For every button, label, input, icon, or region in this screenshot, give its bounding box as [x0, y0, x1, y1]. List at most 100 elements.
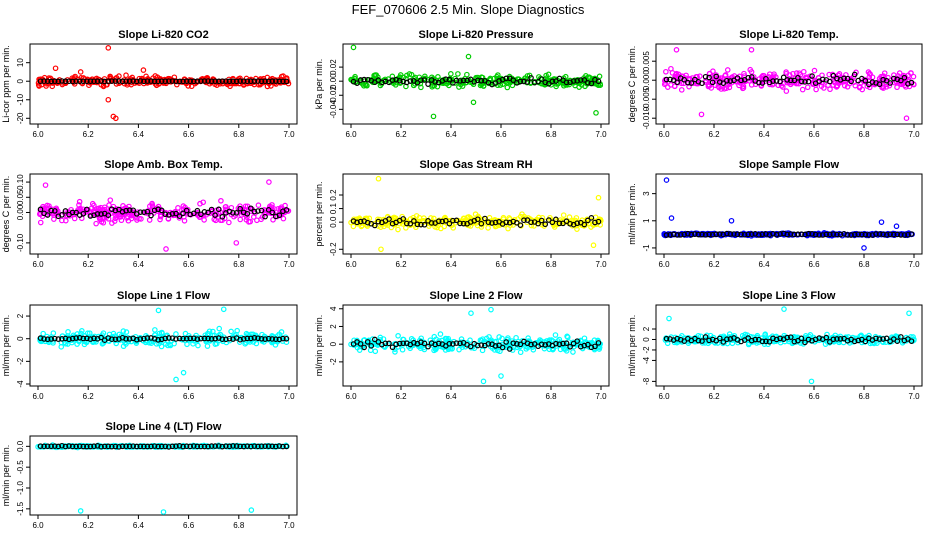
chart-6-point-black [734, 231, 741, 238]
chart-6-point-black [695, 231, 702, 238]
chart-1-point-black [98, 78, 104, 84]
chart-7-point [173, 376, 179, 383]
chart-2-point [465, 53, 472, 60]
chart-1-point-black [223, 78, 229, 84]
chart-6-point-black [677, 232, 684, 238]
chart-10-point-black [237, 443, 243, 450]
chart-10-point-black [112, 443, 119, 450]
chart-10-point-black [230, 443, 236, 449]
chart-1-point-black [44, 78, 51, 85]
chart-7-point [165, 342, 171, 349]
chart-10-point-black [205, 443, 211, 450]
chart-6-point-black [716, 231, 723, 237]
chart-8-point [367, 347, 374, 354]
chart-1-point-black [262, 78, 268, 85]
chart-10-point-black [91, 443, 97, 450]
chart-9-point-black [759, 338, 766, 345]
chart-5-point [403, 225, 409, 231]
chart-1-xtick-label: 6.0 [32, 130, 44, 139]
chart-1-xtick-label: 6.2 [83, 130, 95, 139]
chart-8-point [480, 378, 487, 385]
chart-1-point-black [219, 78, 226, 84]
chart-10-point-black [98, 443, 104, 450]
chart-2-point-black [382, 78, 389, 85]
chart-10-point-black [226, 443, 233, 450]
chart-8-point [456, 346, 462, 353]
chart-6-point-black [738, 231, 744, 238]
chart-4-point-black [162, 211, 169, 218]
chart-4-point-black [258, 207, 265, 214]
chart-7-point-black [237, 336, 243, 343]
chart-3-point [894, 84, 900, 91]
chart-7-point-black [84, 335, 90, 342]
chart-8-xtick-label: 6.6 [495, 392, 507, 401]
chart-7-point [167, 342, 174, 349]
chart-1-point-black [87, 78, 94, 85]
chart-8-frame [342, 304, 610, 387]
chart-4-point-black [158, 207, 165, 214]
chart-8-point-black [467, 343, 474, 350]
chart-10-point-black [180, 443, 186, 450]
chart-5-point [485, 225, 491, 231]
chart-8-point [392, 349, 398, 355]
chart-4-xtick-label: 6.6 [183, 260, 195, 269]
chart-4-point-black [80, 210, 87, 217]
chart-6-point-black [862, 231, 869, 238]
chart-10-point-black [276, 443, 283, 449]
chart-1-point [105, 45, 112, 51]
chart-8-point-black [396, 340, 403, 347]
chart-9-point [762, 332, 768, 338]
chart-8-point-black [514, 341, 520, 347]
chart-6-point [893, 223, 900, 230]
chart-1-point-black [215, 78, 222, 85]
chart-5-point [416, 214, 423, 221]
chart-5-point [574, 226, 580, 232]
chart-7-point-black [205, 335, 211, 342]
chart-10-point-black [269, 443, 276, 450]
chart-8-point-black [478, 342, 485, 348]
chart-9-point-black [862, 338, 869, 345]
chart-9-point-black [699, 338, 705, 344]
chart-3-point [910, 73, 917, 80]
chart-3-point-black [876, 81, 883, 88]
chart-5-point-black [485, 219, 492, 226]
chart-10-point-black [141, 443, 147, 450]
chart-6-ylabel: ml/min per min. [627, 183, 637, 245]
chart-3-point [724, 67, 731, 73]
chart-1-point-black [62, 78, 69, 85]
chart-10-point-black [173, 443, 179, 449]
chart-2-point-black [588, 80, 595, 87]
chart-7-point-black [41, 336, 47, 342]
chart-1-point-black [248, 78, 254, 85]
chart-9-point [906, 310, 912, 317]
chart-8-point-black [581, 342, 588, 349]
chart-3-point-black [802, 79, 808, 85]
chart-10-point-black [262, 443, 268, 450]
chart-3-point [726, 84, 733, 91]
chart-6-xtick-label: 6.6 [808, 260, 820, 269]
chart-4-point [209, 207, 216, 214]
chart-1-point-black [55, 78, 62, 85]
chart-5-point [539, 214, 546, 221]
chart-7-point-black [255, 335, 261, 342]
chart-2-point [596, 73, 603, 80]
chart-3-point-black [663, 76, 670, 83]
chart-6-point-black [784, 231, 791, 238]
chart-9-ytick-label: 0 [642, 337, 651, 342]
chart-8-ytick-label: -2 [329, 358, 338, 366]
chart-5-point-black [588, 215, 595, 221]
chart-5-point-black [372, 222, 378, 229]
chart-2-point [470, 99, 477, 106]
chart-5-point [528, 222, 535, 229]
chart-1-point-black [166, 78, 172, 84]
chart-10-point-black [280, 443, 286, 450]
chart-3-point-black [795, 75, 801, 81]
chart-2-xtick-label: 6.0 [345, 130, 357, 139]
chart-5-point-black [595, 218, 602, 225]
chart-9-point [781, 306, 787, 312]
chart-3-point [886, 82, 893, 89]
chart-4-point [119, 211, 126, 218]
chart-4-point-black [237, 205, 243, 212]
chart-7-point-black [73, 335, 79, 341]
